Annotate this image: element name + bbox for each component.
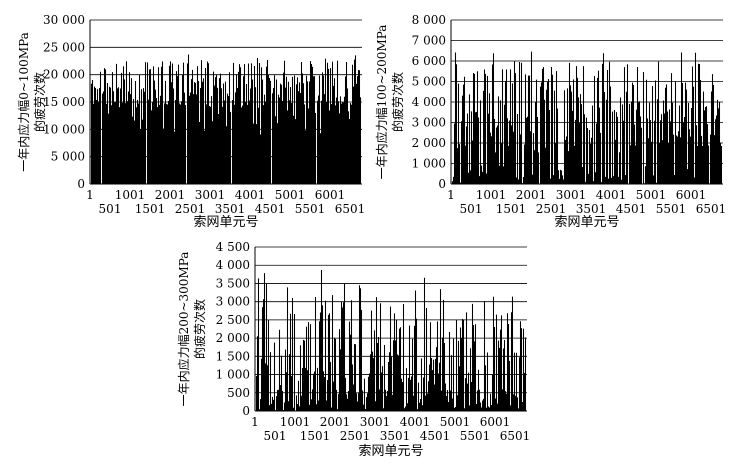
x-tick-label: 1501	[496, 202, 527, 216]
y-axis-label: 一年内应力幅0~100MPa	[16, 32, 31, 172]
y-tick-label: 1 000	[216, 368, 250, 382]
x-tick-label: 501	[99, 202, 122, 216]
y-tick-label: 7 000	[412, 34, 446, 48]
x-tick-label: 2001	[320, 415, 351, 429]
x-tick-label: 3001	[556, 188, 587, 202]
x-tick-label: 5001	[440, 415, 471, 429]
x-tick-label: 1	[447, 188, 455, 202]
x-tick-label: 6501	[500, 429, 531, 443]
y-tick-label: 1 500	[216, 349, 250, 363]
chart-panel-1: 0 5 000 10 000 15 000 20 000 25 000 30 000 1 100…	[16, 13, 365, 230]
x-tick-label: 5001	[636, 188, 667, 202]
x-tick-label: 4001	[400, 415, 431, 429]
x-tick-label: 4501	[616, 202, 647, 216]
y-axis-label: 的疲劳次数	[390, 72, 405, 132]
y-tick-label: 3 000	[412, 116, 446, 130]
x-tick-label: 6501	[696, 202, 727, 216]
x-tick-label: 1001	[476, 188, 507, 202]
x-tick-label: 5501	[460, 429, 491, 443]
data-bars	[90, 54, 362, 184]
x-tick-label: 2001	[155, 188, 186, 202]
y-tick-label: 4 000	[412, 95, 446, 109]
chart-panel-3: 0 500 1 000 1 500 2 000 2 500 3 000 3 500 4 000 4…	[176, 240, 530, 459]
x-tick-label: 6001	[315, 188, 346, 202]
data-bars	[451, 51, 723, 184]
y-tick-label: 20 000	[43, 68, 85, 82]
y-tick-label: 2 000	[216, 331, 250, 345]
y-axis-label: 一年内应力幅200~300MPa	[176, 252, 191, 407]
y-tick-label: 8 000	[412, 13, 446, 27]
x-tick-label: 2501	[340, 429, 371, 443]
x-tick-label: 3501	[380, 429, 411, 443]
x-tick-label: 2001	[516, 188, 547, 202]
x-tick-label: 1501	[300, 429, 331, 443]
x-tick-label: 6001	[480, 415, 511, 429]
x-tick-label: 5501	[656, 202, 687, 216]
x-tick-label: 4001	[596, 188, 627, 202]
y-tick-label: 10 000	[43, 122, 85, 136]
y-tick-label: 3 000	[216, 295, 250, 309]
y-tick-label: 4 000	[216, 258, 250, 272]
x-axis-label: 索网单元号	[554, 215, 619, 230]
x-tick-label: 4501	[255, 202, 286, 216]
x-tick-label: 2501	[175, 202, 206, 216]
y-tick-label: 500	[227, 386, 250, 400]
x-tick-label: 5501	[295, 202, 326, 216]
x-axis-label: 索网单元号	[358, 444, 423, 459]
x-tick-label: 1001	[280, 415, 311, 429]
x-tick-label: 501	[460, 202, 483, 216]
y-tick-label: 5 000	[51, 150, 85, 164]
y-tick-label: 6 000	[412, 54, 446, 68]
y-tick-label: 3 500	[216, 276, 250, 290]
y-tick-label: 1 000	[412, 157, 446, 171]
x-tick-label: 4001	[235, 188, 266, 202]
y-axis-label: 的疲劳次数	[192, 299, 207, 359]
x-tick-label: 3001	[195, 188, 226, 202]
x-tick-label: 1	[251, 415, 259, 429]
y-tick-label: 30 000	[43, 13, 85, 27]
x-tick-label: 6501	[335, 202, 366, 216]
y-tick-label: 5 000	[412, 75, 446, 89]
y-axis-label: 的疲劳次数	[32, 72, 47, 132]
y-tick-label: 4 500	[216, 240, 250, 254]
x-tick-label: 3501	[215, 202, 246, 216]
y-tick-label: 15 000	[43, 95, 85, 109]
y-tick-label: 0	[242, 404, 250, 418]
x-tick-label: 4501	[420, 429, 451, 443]
x-axis-label: 索网单元号	[193, 215, 258, 230]
x-tick-label: 501	[264, 429, 287, 443]
x-tick-label: 3001	[360, 415, 391, 429]
chart-panel-2: 0 1 000 2 000 3 000 4 000 5 000 6 000 7 000 8 00…	[374, 13, 726, 230]
y-axis-label: 一年内应力幅100~200MPa	[374, 25, 389, 180]
x-tick-label: 1001	[115, 188, 146, 202]
x-tick-label: 3501	[576, 202, 607, 216]
data-bars	[255, 270, 527, 411]
y-tick-label: 25 000	[43, 40, 85, 54]
y-tick-label: 0	[77, 177, 85, 191]
x-tick-label: 2501	[536, 202, 567, 216]
y-tick-label: 2 000	[412, 136, 446, 150]
y-tick-label: 2 500	[216, 313, 250, 327]
y-tick-label: 0	[438, 177, 446, 191]
x-tick-label: 5001	[275, 188, 306, 202]
x-tick-label: 1501	[135, 202, 166, 216]
x-tick-label: 1	[86, 188, 94, 202]
x-tick-label: 6001	[676, 188, 707, 202]
